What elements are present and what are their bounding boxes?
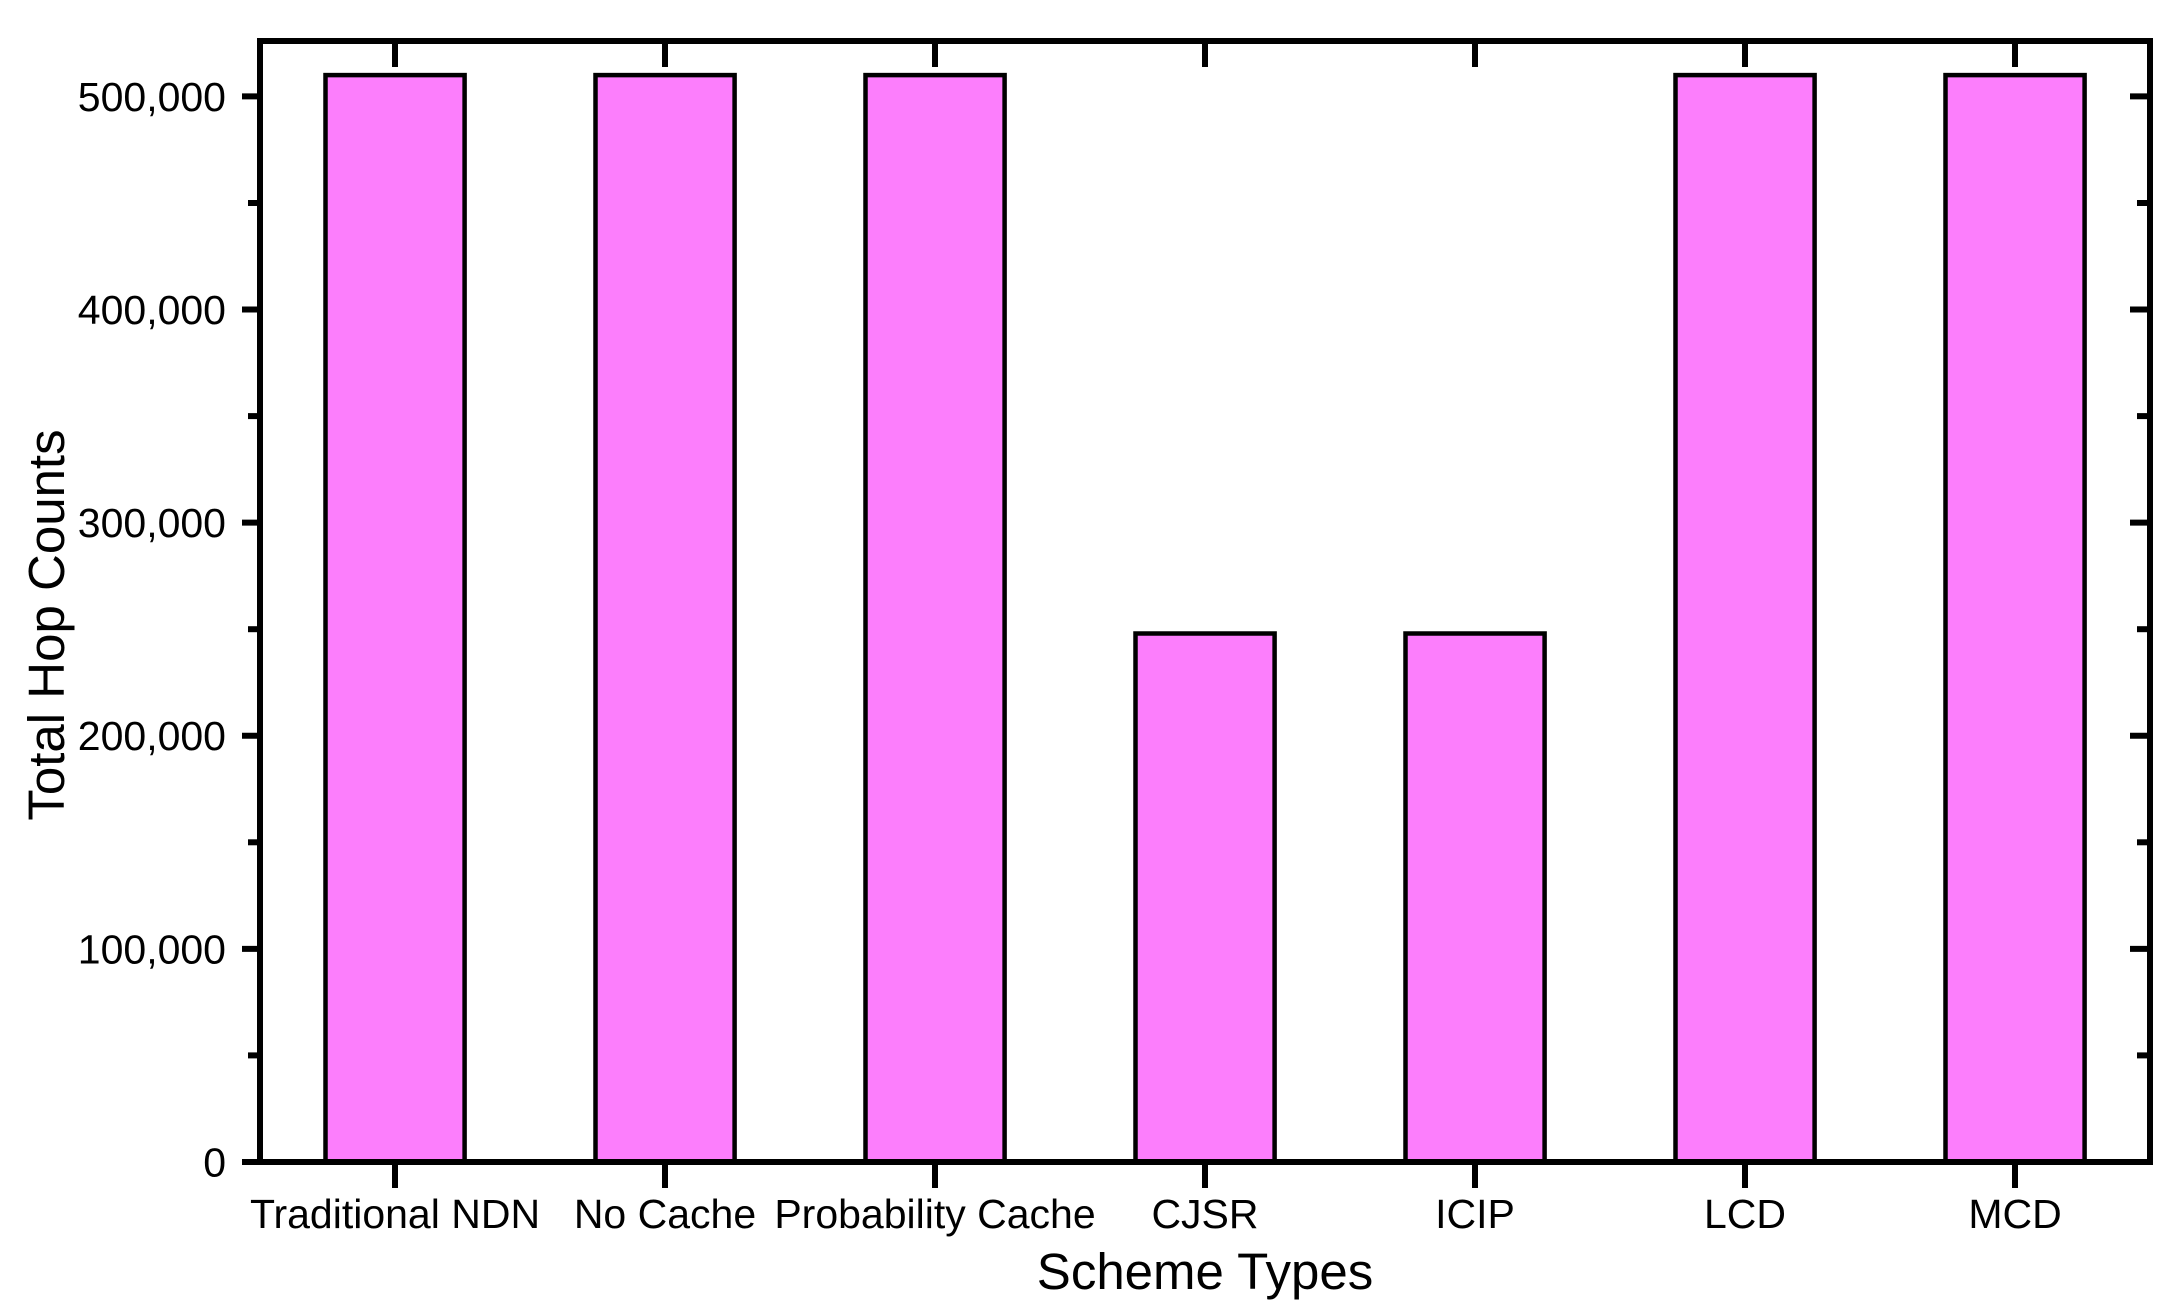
bar-traditional-ndn xyxy=(323,72,467,1165)
x-tick-labels: Traditional NDN No Cache Probability Cache… xyxy=(250,1191,2062,1237)
x-tick-label: Traditional NDN xyxy=(250,1191,540,1237)
y-tick-label: 100,000 xyxy=(78,926,226,972)
bar-mcd xyxy=(1943,72,2087,1165)
x-tick-label: ICIP xyxy=(1435,1191,1515,1237)
bar-cjsr xyxy=(1133,631,1277,1165)
y-tick-label: 300,000 xyxy=(78,500,226,546)
x-tick-label: No Cache xyxy=(574,1191,756,1237)
x-tick-label: MCD xyxy=(1968,1191,2061,1237)
bar-probability-cache xyxy=(863,72,1007,1165)
x-tick-label: Probability Cache xyxy=(774,1191,1095,1237)
y-tick-label: 500,000 xyxy=(78,74,226,120)
x-tick-label: LCD xyxy=(1704,1191,1786,1237)
x-axis-title: Scheme Types xyxy=(1037,1243,1373,1300)
bar-lcd xyxy=(1673,72,1817,1165)
y-tick-label: 200,000 xyxy=(78,713,226,759)
bar-no-cache xyxy=(593,72,737,1165)
y-tick-label: 0 xyxy=(203,1139,226,1185)
y-tick-label: 400,000 xyxy=(78,287,226,333)
x-tick-label: CJSR xyxy=(1151,1191,1258,1237)
bars-layer xyxy=(323,72,2087,1165)
y-tick-labels: 0 100,000 200,000 300,000 400,000 500,000 xyxy=(78,74,226,1186)
y-axis-title: Total Hop Counts xyxy=(18,429,75,820)
bar-icip xyxy=(1403,631,1547,1165)
axis-ticks xyxy=(242,41,2150,1188)
